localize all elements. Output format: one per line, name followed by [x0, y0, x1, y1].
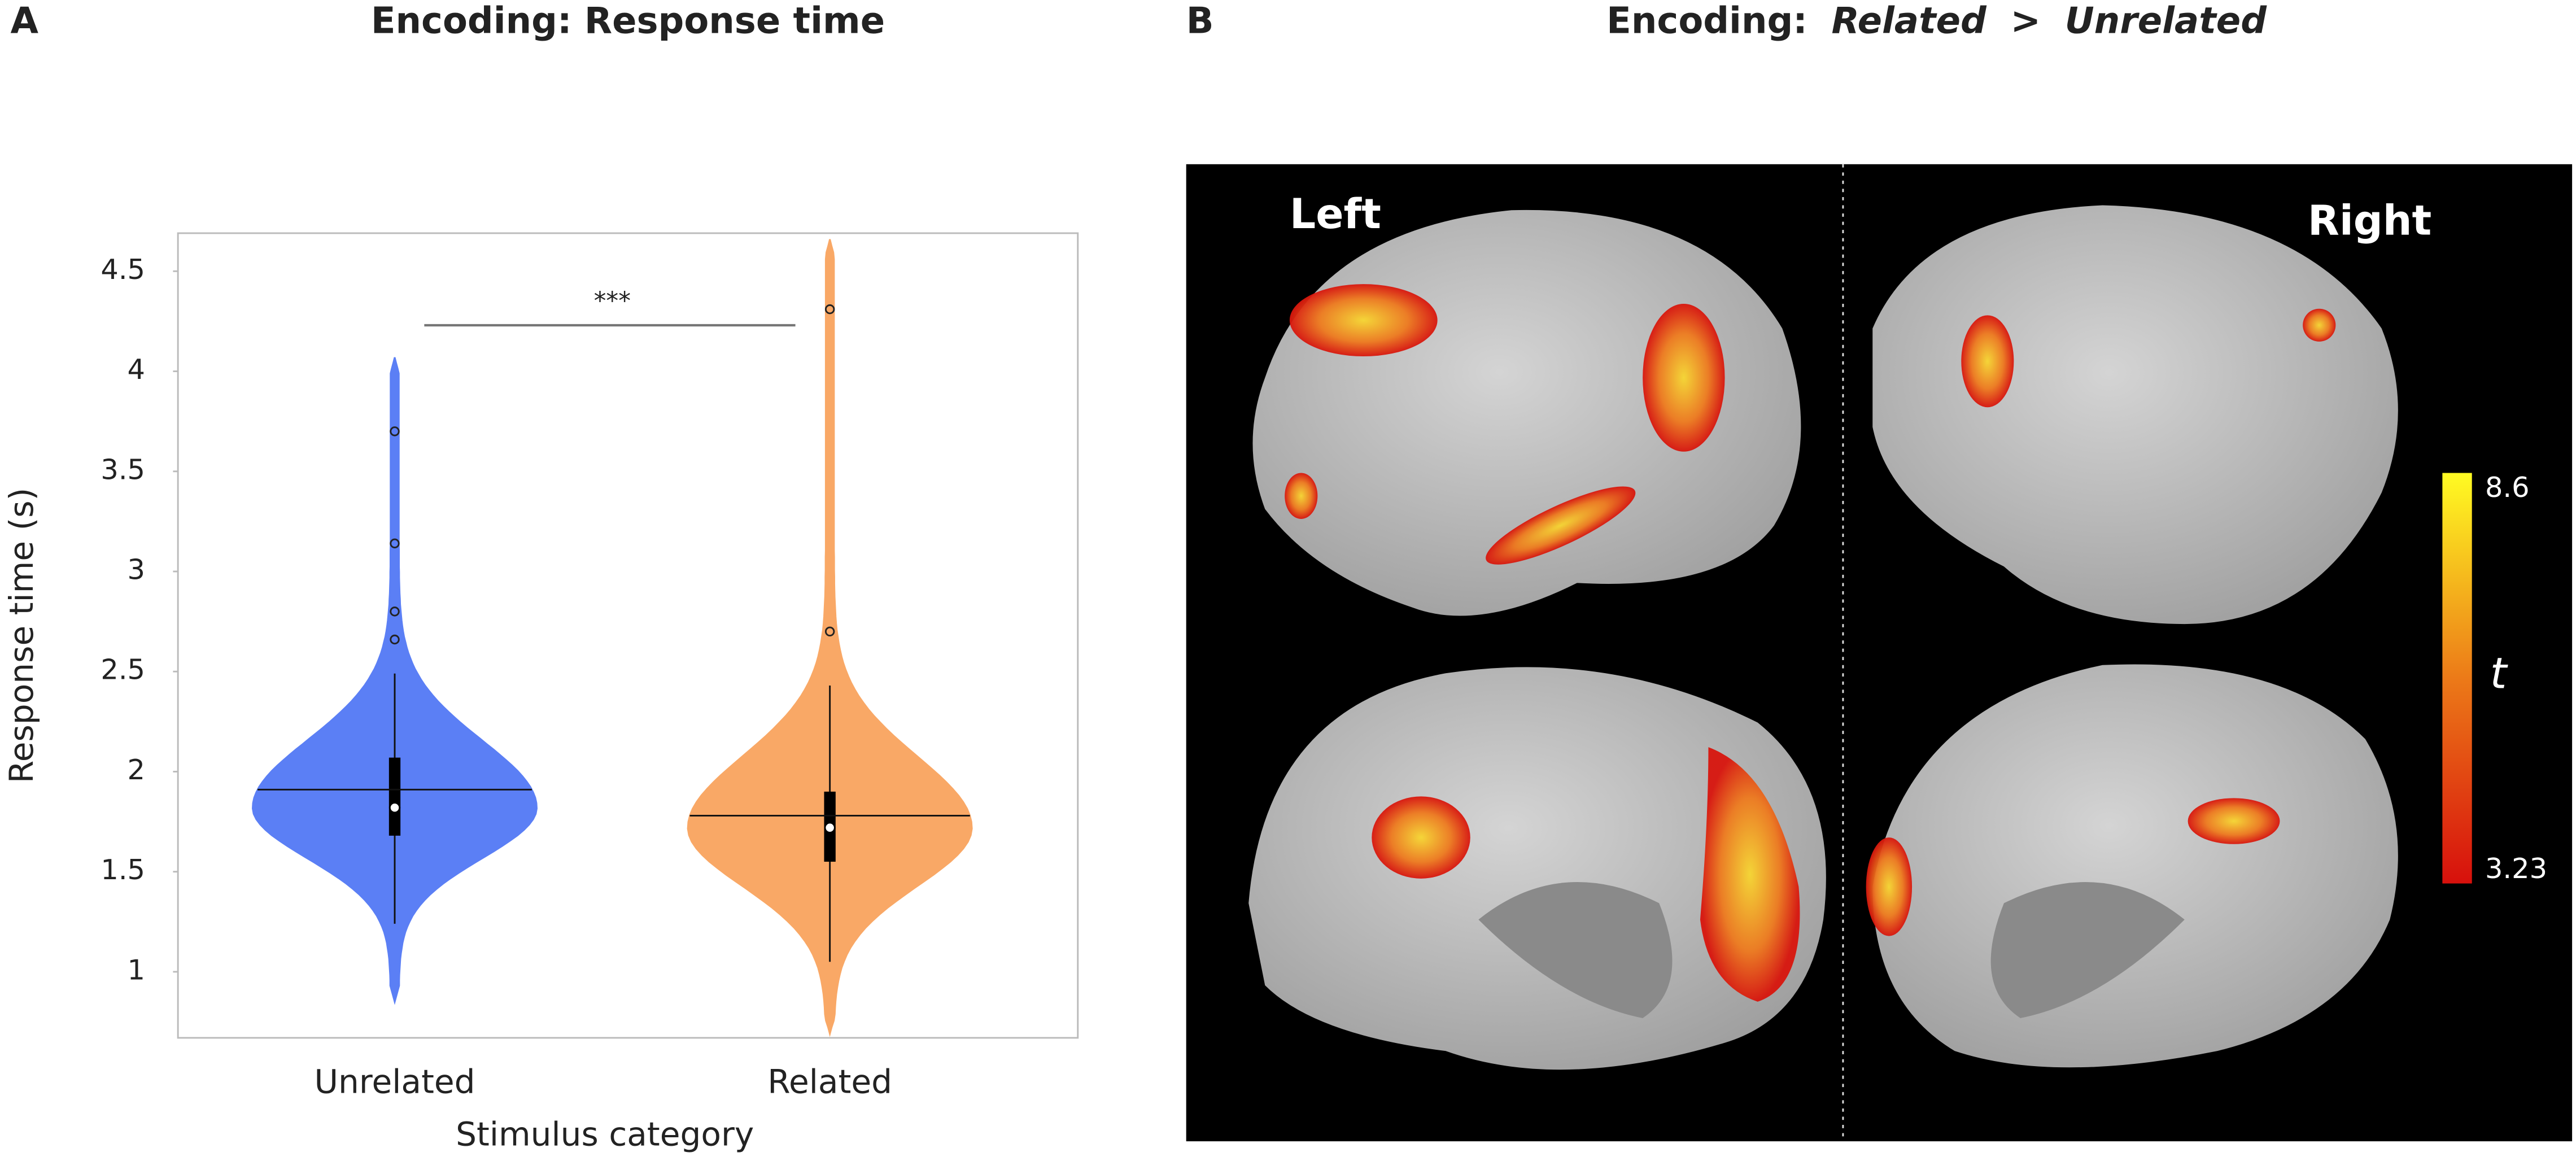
- brain-right-lateral: [1872, 205, 2398, 625]
- median-marker: [824, 822, 836, 833]
- significance-label: ***: [594, 287, 631, 315]
- cluster: [1961, 315, 2014, 408]
- iqr-box: [388, 757, 401, 836]
- y-tick-label: 4.5: [101, 253, 145, 286]
- colorbar-tick-label: 3.23: [2485, 852, 2547, 885]
- y-tick-label: 3.5: [101, 453, 145, 486]
- outlier: [824, 626, 835, 637]
- corpus-callosum: [1478, 882, 1673, 1018]
- y-tick-label: 2: [128, 753, 145, 786]
- cluster: [1700, 747, 1800, 1002]
- outlier: [390, 538, 400, 549]
- violin-body: [687, 239, 973, 1037]
- colorbar: [2442, 473, 2472, 884]
- panel-letter: B: [1186, 0, 1214, 42]
- title-part: >: [2010, 0, 2041, 42]
- panel-letter: A: [11, 0, 39, 42]
- cluster: [1285, 473, 1318, 519]
- brain-left-medial: [1248, 667, 1826, 1070]
- activation-clusters: [1285, 284, 2336, 1002]
- y-tick-label: 1.5: [101, 853, 145, 886]
- colorbar-label: t: [2490, 649, 2508, 699]
- outlier: [390, 426, 400, 437]
- brain-surfaces: [1248, 205, 2398, 1070]
- outlier: [390, 634, 400, 645]
- outlier: [824, 304, 835, 315]
- title-part: Unrelated: [2065, 0, 2267, 42]
- y-axis-label: Response time (s): [2, 488, 41, 783]
- cluster: [1289, 284, 1438, 357]
- cluster: [1486, 486, 1636, 565]
- cluster: [1643, 303, 1725, 452]
- title-part: Related: [1832, 0, 1988, 42]
- median-marker: [388, 802, 401, 814]
- cluster: [2188, 798, 2280, 844]
- cluster: [1866, 837, 1913, 936]
- hemisphere-label: Right: [2308, 198, 2431, 245]
- outlier: [390, 606, 400, 617]
- cluster: [2303, 308, 2336, 342]
- chart-title: Encoding: Response time: [371, 0, 885, 42]
- y-tick-label: 2.5: [101, 653, 145, 686]
- x-tick-label: Unrelated: [314, 1062, 475, 1101]
- corpus-callosum: [1990, 882, 2185, 1018]
- plot-frame: [177, 232, 1079, 1039]
- x-axis-label: Stimulus category: [456, 1115, 754, 1153]
- title-part: Encoding:: [1606, 0, 1807, 42]
- x-tick-label: Related: [767, 1062, 892, 1101]
- chart-title: Encoding: Related > Unrelated: [1606, 0, 2267, 42]
- y-tick-label: 3: [128, 553, 145, 586]
- colorbar-tick-label: 8.6: [2485, 471, 2530, 504]
- y-tick-label: 1: [128, 953, 145, 986]
- hemisphere-label: Left: [1290, 191, 1381, 238]
- cluster: [1372, 796, 1470, 879]
- y-tick-label: 4: [128, 353, 145, 386]
